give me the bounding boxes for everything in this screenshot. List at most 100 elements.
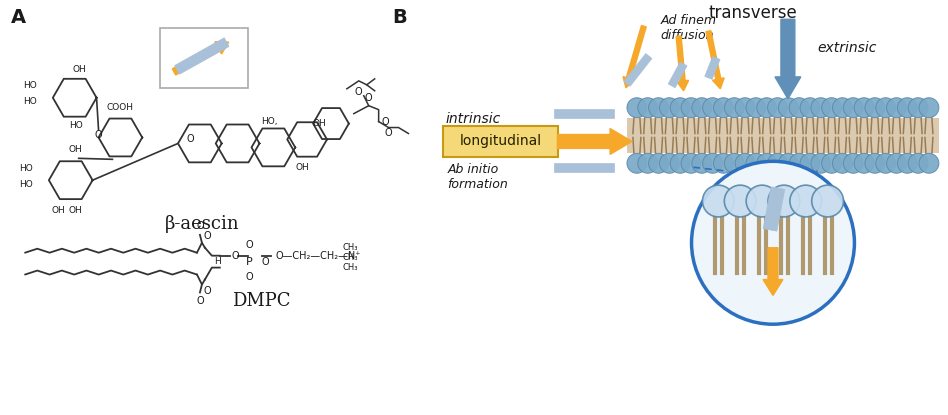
FancyArrow shape [557,129,632,154]
Circle shape [627,98,647,117]
Circle shape [865,154,884,173]
Circle shape [702,98,722,117]
Circle shape [778,154,798,173]
Text: O: O [231,251,239,261]
Circle shape [714,154,734,173]
Circle shape [778,98,798,117]
Circle shape [714,98,734,117]
Circle shape [832,154,852,173]
Circle shape [811,98,830,117]
Text: OH: OH [73,65,86,74]
Circle shape [822,98,842,117]
Text: OH: OH [312,119,326,128]
FancyArrow shape [676,36,688,91]
Circle shape [735,98,755,117]
Circle shape [768,98,788,117]
Circle shape [919,154,939,173]
Circle shape [886,98,906,117]
Circle shape [908,154,928,173]
Circle shape [648,154,668,173]
Text: CH₃: CH₃ [343,253,358,262]
Circle shape [844,154,864,173]
Circle shape [790,185,822,217]
Text: Ad finem
diffusion: Ad finem diffusion [661,14,717,42]
Circle shape [757,154,776,173]
Circle shape [768,154,788,173]
Text: β-aescin: β-aescin [165,215,239,233]
Text: DMPC: DMPC [232,293,291,310]
Circle shape [627,154,647,173]
FancyArrow shape [623,26,647,88]
FancyArrow shape [763,248,783,295]
Circle shape [811,185,844,217]
Text: HO: HO [19,180,33,189]
Text: O: O [355,87,362,97]
Circle shape [702,154,722,173]
Text: P: P [246,256,253,266]
Text: Ab initio
formation: Ab initio formation [447,163,508,191]
Text: O: O [203,231,210,241]
Circle shape [746,185,778,217]
Circle shape [735,154,755,173]
Text: H: H [214,257,221,266]
Polygon shape [668,62,687,88]
Circle shape [757,98,776,117]
Text: A: A [11,8,27,27]
Circle shape [789,98,809,117]
Circle shape [800,154,820,173]
Circle shape [822,154,842,173]
Text: O: O [246,271,253,281]
Text: CH₃: CH₃ [343,263,358,272]
Circle shape [660,154,680,173]
FancyArrow shape [706,31,724,89]
Circle shape [692,154,712,173]
Circle shape [876,98,896,117]
Text: CH₃: CH₃ [343,243,358,252]
Polygon shape [555,109,614,118]
Circle shape [638,154,658,173]
Circle shape [800,98,820,117]
Polygon shape [555,163,614,172]
Text: OH: OH [69,145,82,154]
Polygon shape [174,38,229,74]
Text: longitudinal: longitudinal [460,134,542,149]
Circle shape [638,98,658,117]
Circle shape [724,98,744,117]
Circle shape [670,154,690,173]
Circle shape [702,185,735,217]
Circle shape [844,98,864,117]
Circle shape [886,154,906,173]
Circle shape [768,185,800,217]
Circle shape [691,161,854,324]
Polygon shape [763,187,785,231]
Text: HO: HO [19,164,33,173]
Text: O: O [382,117,390,127]
Text: OH: OH [52,206,65,215]
Circle shape [898,98,918,117]
Circle shape [832,98,852,117]
Circle shape [660,98,680,117]
Text: O—CH₂—CH₂—N⁺: O—CH₂—CH₂—N⁺ [276,251,361,261]
Circle shape [898,154,918,173]
Polygon shape [704,56,720,79]
Text: B: B [392,8,408,27]
Circle shape [681,98,701,117]
Circle shape [724,154,744,173]
Text: HO,: HO, [262,117,278,126]
Text: O: O [186,134,193,144]
Text: OH: OH [295,163,309,172]
Text: extrinsic: extrinsic [818,41,877,55]
Text: intrinsic: intrinsic [446,112,501,126]
FancyArrow shape [775,19,801,99]
Circle shape [746,154,766,173]
Text: HO: HO [69,121,82,130]
Circle shape [692,98,712,117]
Circle shape [746,98,766,117]
Circle shape [670,98,690,117]
Text: O: O [262,256,269,266]
Circle shape [865,98,884,117]
Text: OH: OH [69,206,82,215]
Text: HO: HO [23,81,37,90]
Circle shape [876,154,896,173]
Text: O: O [246,240,253,250]
